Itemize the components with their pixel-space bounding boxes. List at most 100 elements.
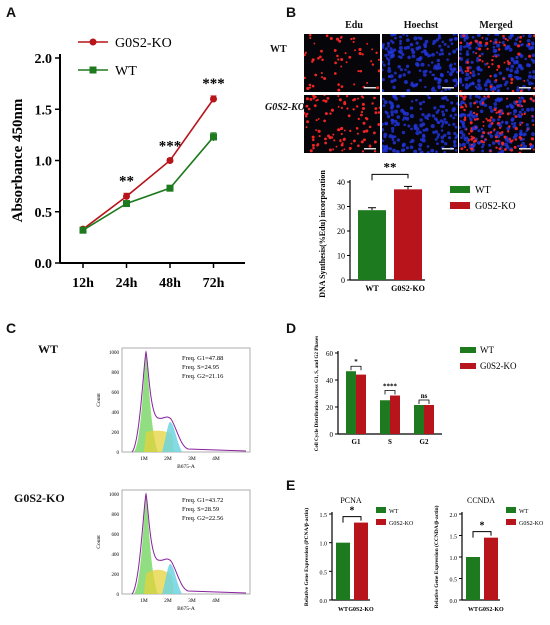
- edu-nucleus: [324, 137, 327, 141]
- hoechst-nucleus: [384, 47, 388, 51]
- hoechst-nucleus: [382, 88, 385, 92]
- edu-nucleus: [323, 76, 327, 80]
- hoechst-nucleus: [526, 79, 530, 82]
- edu-nucleus: [460, 105, 464, 109]
- edu-nucleus: [360, 110, 364, 114]
- x-tick-label: 2M: [164, 456, 172, 462]
- hoechst-nucleus: [420, 62, 425, 67]
- hoechst-nucleus: [391, 53, 395, 57]
- frequency-label: Freq. G2=21.16: [182, 373, 224, 380]
- hoechst-nucleus: [417, 36, 421, 40]
- bar: [380, 400, 390, 434]
- hoechst-nucleus: [460, 100, 464, 105]
- hoechst-nucleus: [505, 80, 509, 84]
- significance-bracket: [342, 516, 362, 523]
- hoechst-nucleus: [520, 96, 524, 100]
- edu-nucleus: [508, 137, 511, 141]
- hoechst-nucleus: [388, 147, 393, 151]
- edu-nucleus: [498, 115, 502, 119]
- edu-nucleus: [333, 139, 336, 142]
- significance-mark: ****: [383, 383, 398, 391]
- hoechst-nucleus: [487, 124, 492, 129]
- edu-nucleus: [459, 41, 463, 45]
- edu-nucleus: [519, 89, 523, 92]
- hoechst-nucleus: [439, 119, 444, 123]
- edu-nucleus: [506, 39, 509, 42]
- legend-label: G0S2-KO: [389, 521, 414, 527]
- edu-nucleus: [308, 86, 312, 89]
- hoechst-nucleus: [440, 125, 444, 128]
- hoechst-nucleus: [454, 113, 458, 117]
- hoechst-nucleus: [480, 145, 484, 149]
- hoechst-nucleus: [491, 118, 496, 123]
- hoechst-nucleus: [519, 121, 523, 125]
- edu-nucleus: [305, 104, 309, 108]
- edu-nucleus: [473, 118, 477, 121]
- hoechst-nucleus: [522, 133, 526, 137]
- y-tick-label: 800: [112, 513, 120, 518]
- significance-bracket: [384, 390, 396, 395]
- edu-nucleus: [465, 105, 468, 108]
- hoechst-nucleus: [469, 110, 473, 114]
- hoechst-nucleus: [474, 95, 478, 98]
- edu-nucleus: [484, 138, 487, 141]
- hoechst-nucleus: [452, 122, 456, 126]
- hoechst-nucleus: [492, 45, 496, 49]
- hoechst-nucleus: [515, 55, 519, 60]
- edu-nucleus: [315, 119, 318, 122]
- hoechst-nucleus: [522, 34, 525, 38]
- edu-nucleus: [489, 131, 493, 134]
- y-tick-label: 1000: [109, 351, 120, 356]
- hoechst-nucleus: [508, 103, 513, 108]
- hoechst-nucleus: [382, 45, 385, 50]
- edu-nucleus: [370, 60, 373, 63]
- hoechst-nucleus: [402, 73, 406, 77]
- edu-nucleus: [523, 79, 526, 82]
- scale-bar: [364, 87, 376, 89]
- hoechst-nucleus: [422, 100, 426, 104]
- hoechst-nucleus: [470, 60, 474, 64]
- hoechst-nucleus: [527, 74, 533, 79]
- edu-nucleus: [354, 49, 357, 52]
- hoechst-nucleus: [476, 79, 481, 83]
- edu-nucleus: [326, 96, 330, 100]
- legend-label-ko: G0S2-KO: [115, 36, 172, 51]
- legend-label: G0S2-KO: [519, 521, 544, 527]
- edu-nucleus: [341, 149, 344, 152]
- y-tick-label: 1.0: [450, 556, 458, 562]
- hoechst-nucleus: [431, 52, 435, 57]
- edu-nucleus: [323, 119, 327, 123]
- hoechst-nucleus: [510, 64, 515, 69]
- hoechst-nucleus: [441, 40, 445, 44]
- panel-letter-a: A: [6, 4, 17, 20]
- x-tick-label: G2: [420, 438, 429, 446]
- edu-nucleus: [482, 131, 486, 135]
- bar: [414, 404, 424, 434]
- edu-nucleus: [322, 99, 326, 102]
- edu-nucleus: [304, 76, 306, 80]
- scale-bar: [519, 148, 531, 150]
- significance-mark: ns: [421, 392, 428, 400]
- hoechst-nucleus: [453, 141, 456, 144]
- y-tick-label: 0: [330, 431, 334, 439]
- edu-nucleus: [493, 128, 496, 131]
- edu-nucleus: [355, 127, 359, 130]
- y-tick-label: 1.5: [320, 513, 328, 519]
- edu-nucleus: [365, 129, 369, 133]
- y-tick-label: 1000: [109, 493, 120, 498]
- hoechst-nucleus: [391, 104, 395, 108]
- edu-nucleus: [309, 149, 313, 153]
- edu-nucleus: [361, 102, 365, 106]
- hoechst-nucleus: [493, 102, 498, 106]
- edu-nucleus: [521, 113, 524, 116]
- hoechst-nucleus: [401, 142, 406, 147]
- edu-nucleus: [304, 111, 306, 115]
- edu-nucleus: [493, 108, 497, 112]
- edu-nucleus: [530, 137, 535, 141]
- edu-nucleus: [476, 105, 479, 109]
- edu-nucleus: [368, 125, 372, 129]
- edu-nucleus: [482, 120, 485, 123]
- hoechst-nucleus: [463, 38, 467, 42]
- edu-nucleus: [316, 143, 320, 146]
- hoechst-nucleus: [396, 104, 400, 109]
